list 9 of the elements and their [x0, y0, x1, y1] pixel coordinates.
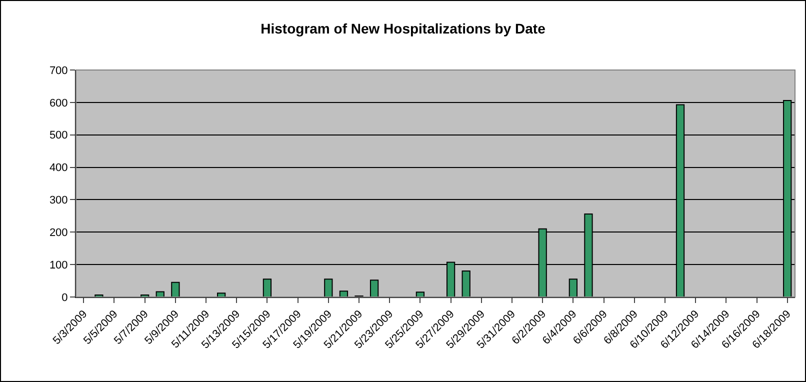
y-tick-label: 600 [49, 97, 68, 110]
y-tick-label: 300 [49, 194, 68, 207]
y-tick-label: 500 [49, 130, 68, 142]
chart-title: Histogram of New Hospitalizations by Date [260, 20, 546, 37]
y-tick-label: 0 [62, 292, 68, 304]
y-tick-label: 100 [49, 259, 68, 272]
y-tick-label: 700 [49, 64, 68, 77]
y-tick-label: 400 [49, 162, 68, 174]
y-tick-label: 200 [49, 226, 68, 239]
